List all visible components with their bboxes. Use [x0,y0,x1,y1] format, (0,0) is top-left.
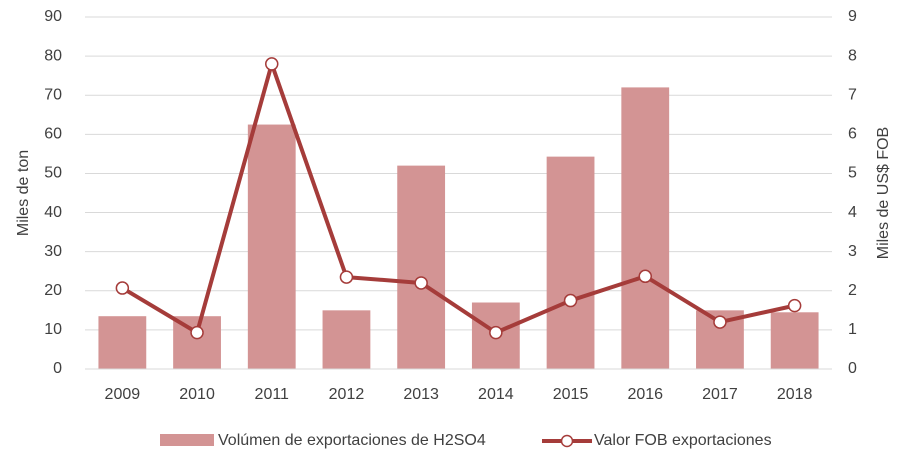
y2-tick-label: 5 [848,165,857,182]
y-tick-label: 90 [44,8,62,25]
line-marker [115,281,130,295]
bar [98,316,147,369]
x-tick-label: 2014 [478,386,514,403]
y2-tick-label: 4 [848,204,857,221]
y-tick-label: 80 [44,47,62,64]
bar [247,124,296,369]
y2-tick-label: 2 [848,282,857,299]
line [121,61,796,335]
y2-axis-label: Miles de US$ FOB [875,127,892,259]
x-tick-label: 2016 [627,386,663,403]
y-axis-label: Miles de ton [15,150,32,236]
x-tick-label: 2010 [179,386,215,403]
legend-label: Valor FOB exportaciones [594,432,772,449]
bar [397,165,446,369]
y-tick-label: 50 [44,165,62,182]
x-tick-label: 2015 [553,386,589,403]
y-tick-label: 40 [44,204,62,221]
y-tick-label: 10 [44,321,62,338]
y-tick-label: 60 [44,126,62,143]
bar [322,310,371,369]
y-tick-label: 30 [44,243,62,260]
x-tick-label: 2009 [105,386,141,403]
y-tick-label: 70 [44,86,62,103]
legend-marker [560,434,574,448]
x-tick-label: 2012 [329,386,365,403]
legend-label: Volúmen de exportaciones de H2SO4 [218,432,486,449]
y2-tick-label: 3 [848,243,857,260]
y2-tick-label: 6 [848,126,857,143]
legend-swatch [160,434,214,446]
y2-tick-label: 8 [848,47,857,64]
line-marker [638,269,652,284]
y2-tick-label: 7 [848,86,857,103]
x-tick-label: 2018 [777,386,813,403]
line-marker [414,276,428,290]
line-marker [339,270,354,284]
y-tick-label: 0 [53,360,62,377]
y2-tick-label: 0 [848,360,857,377]
line-marker [489,325,503,340]
line-marker [787,298,802,313]
y2-tick-label: 1 [848,321,857,338]
x-tick-label: 2011 [255,386,290,403]
x-tick-label: 2013 [403,386,439,403]
bar [546,156,595,369]
line-marker [563,293,578,308]
line-marker [190,325,204,340]
bar [621,87,670,370]
y-tick-label: 20 [44,282,62,299]
x-tick-label: 2017 [702,386,738,403]
line-marker [265,57,279,71]
y2-tick-label: 9 [848,8,857,25]
line-marker [713,315,727,329]
bar [770,312,819,369]
